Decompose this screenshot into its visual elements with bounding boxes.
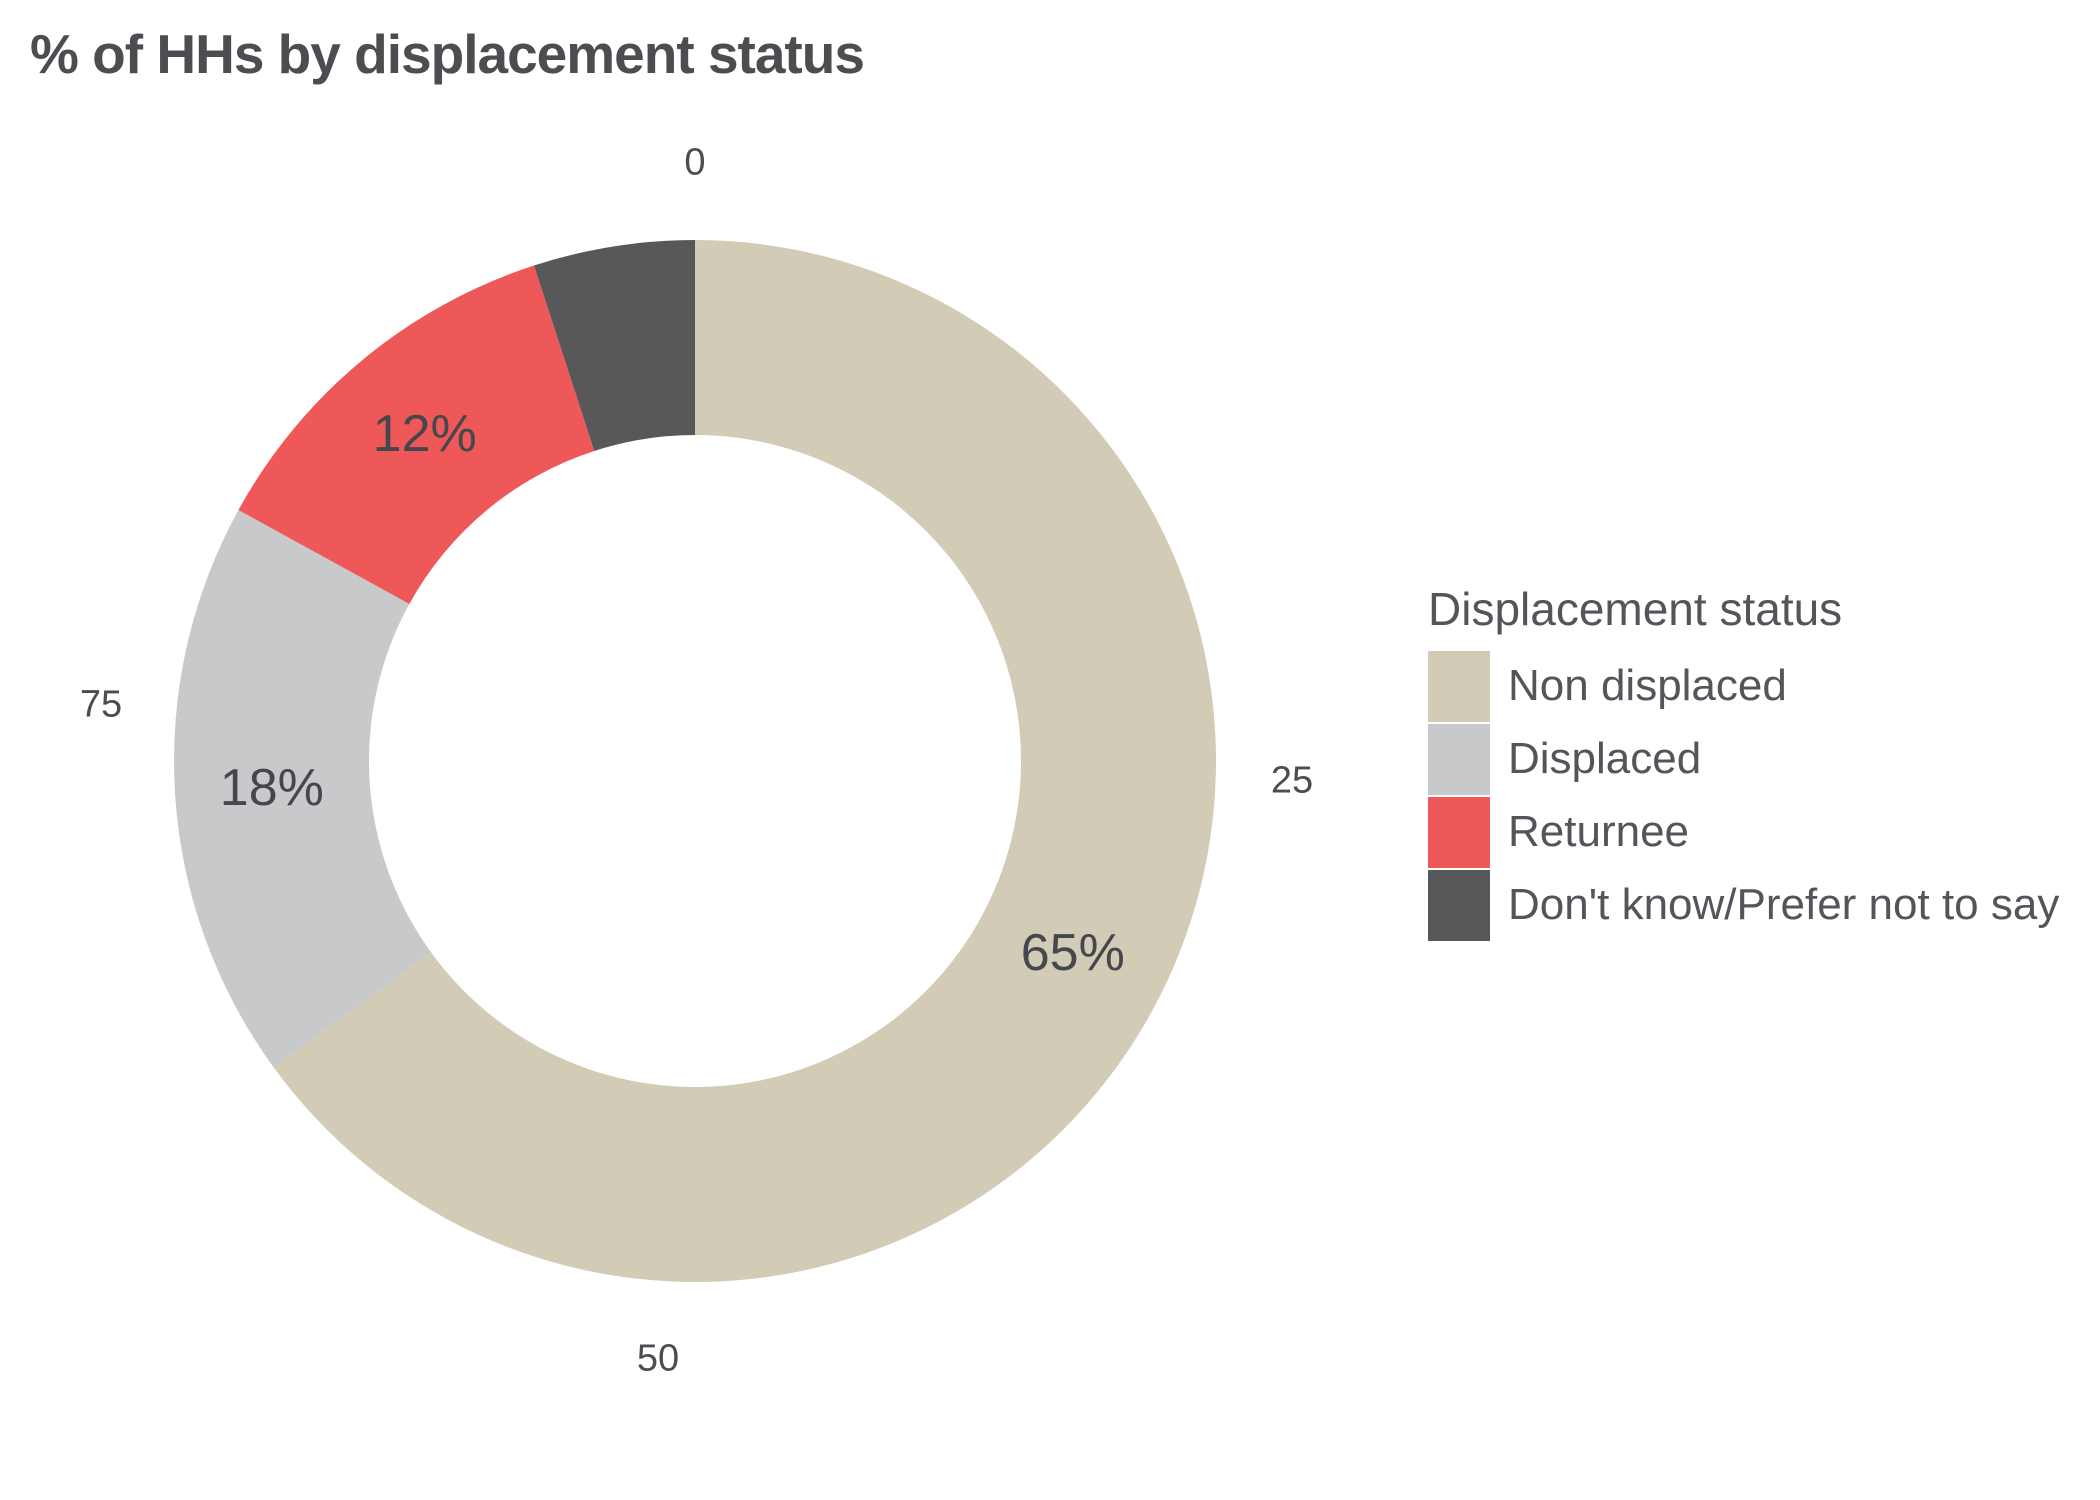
donut-slice-displaced: [173, 510, 432, 1068]
axis-tick-75: 75: [79, 683, 123, 726]
legend-item-label: Displaced: [1508, 734, 1702, 784]
legend: Displacement status Non displaced Displa…: [1428, 584, 2088, 941]
donut-slice-returnee: [238, 265, 595, 604]
donut-slice-don-t-know-prefer-not-to-say: [534, 240, 695, 451]
legend-swatch-dont-know: [1428, 869, 1490, 941]
legend-swatch-returnee: [1428, 796, 1490, 868]
slice-label-returnee: 12%: [372, 405, 477, 464]
legend-item: Non displaced: [1428, 650, 2088, 722]
legend-item: Don't know/Prefer not to say: [1428, 869, 2088, 941]
slice-label-displaced: 18%: [219, 758, 324, 817]
legend-swatch-displaced: [1428, 723, 1490, 795]
chart-title: % of HHs by displacement status: [30, 23, 865, 85]
legend-title: Displacement status: [1428, 583, 1843, 635]
legend-item-label: Non displaced: [1508, 661, 1787, 711]
donut-slice-non-displaced: [273, 240, 1216, 1282]
axis-tick-0: 0: [684, 141, 706, 184]
legend-item: Displaced: [1428, 723, 2088, 795]
legend-item-label: Returnee: [1508, 807, 1690, 857]
legend-item: Returnee: [1428, 796, 2088, 868]
legend-items: Non displaced Displaced Returnee Don't k…: [1428, 650, 2088, 941]
axis-tick-50: 50: [636, 1337, 680, 1380]
legend-item-label: Don't know/Prefer not to say: [1508, 880, 2060, 930]
axis-tick-25: 25: [1270, 759, 1314, 802]
slice-label-non-displaced: 65%: [1020, 924, 1125, 983]
legend-swatch-non-displaced: [1428, 650, 1490, 722]
